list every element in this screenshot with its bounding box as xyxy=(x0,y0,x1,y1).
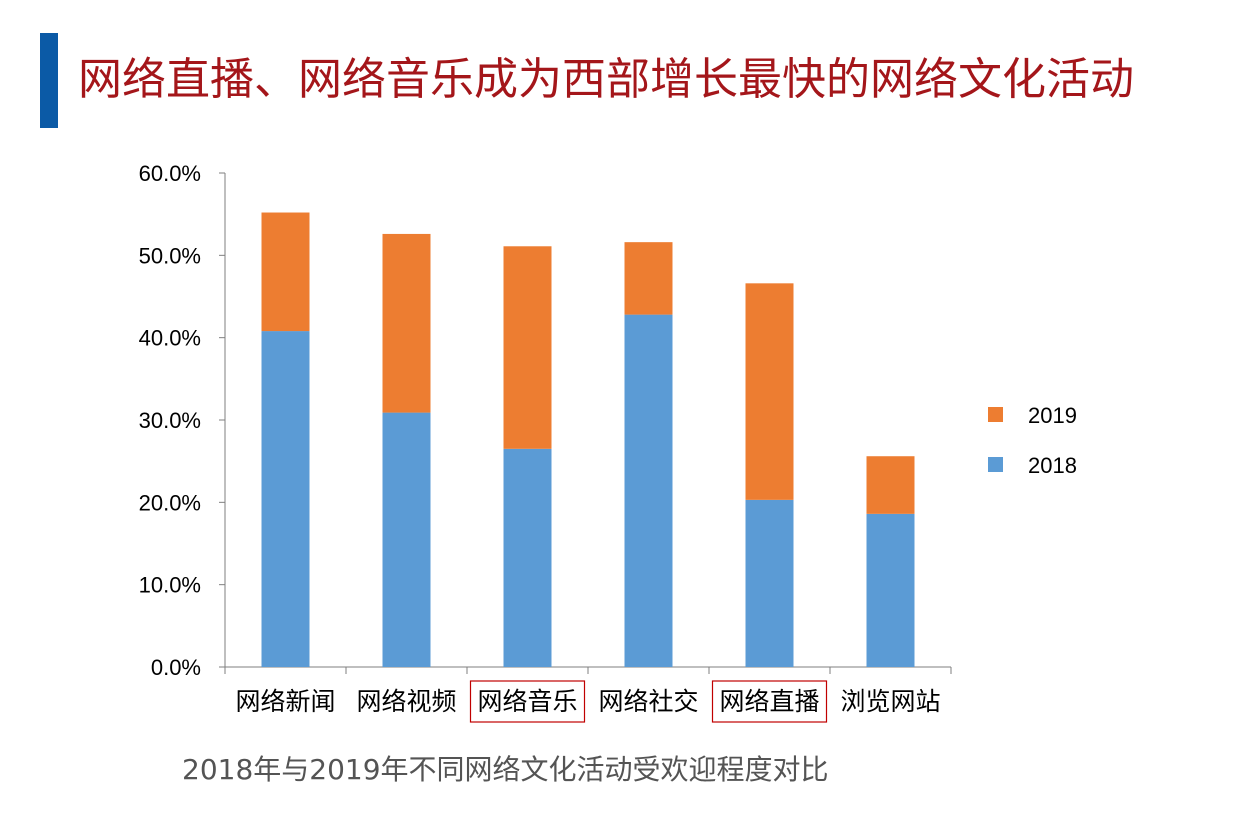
y-tick-label: 20.0% xyxy=(139,490,201,515)
page-title: 网络直播、网络音乐成为西部增长最快的网络文化活动 xyxy=(78,54,1134,105)
chart-caption: 2018年与2019年不同网络文化活动受欢迎程度对比 xyxy=(182,753,829,786)
bar-2019 xyxy=(261,212,310,332)
x-tick-label: 网络直播 xyxy=(719,687,819,716)
bar-2018 xyxy=(745,499,794,667)
title-accent-bar xyxy=(40,33,58,128)
legend-2019-label: 2019 xyxy=(1028,403,1077,428)
bar-2019 xyxy=(866,456,915,514)
x-tick-labels: 网络新闻 网络视频 网络音乐 网络社交 网络直播 浏览网站 xyxy=(235,680,941,723)
bar-2019 xyxy=(382,233,431,413)
bar-2018 xyxy=(866,513,915,667)
chart-legend: 2019 2018 xyxy=(988,403,1077,478)
chart-axes xyxy=(219,172,952,674)
bar-2019 xyxy=(503,246,552,449)
highlight-box xyxy=(469,680,586,723)
bar-2018 xyxy=(261,331,310,667)
x-tick-label: 网络社交 xyxy=(598,687,698,716)
y-tick-label: 10.0% xyxy=(139,573,201,598)
bar-2018 xyxy=(624,314,673,667)
bar-2019 xyxy=(745,283,794,500)
y-tick-label: 60.0% xyxy=(139,161,201,186)
x-tick-label: 浏览网站 xyxy=(840,687,940,716)
y-tick-label: 50.0% xyxy=(139,243,201,268)
bar-2019 xyxy=(624,242,673,315)
legend-2019-swatch xyxy=(988,407,1003,422)
chart-bars xyxy=(261,212,915,667)
legend-2018-label: 2018 xyxy=(1028,453,1077,478)
highlight-box xyxy=(711,680,828,723)
bar-2018 xyxy=(382,412,431,667)
legend-2018-swatch xyxy=(988,457,1003,472)
y-tick-label: 40.0% xyxy=(139,326,201,351)
y-tick-labels: 0.0% 10.0% 20.0% 30.0% 40.0% 50.0% 60.0% xyxy=(139,161,201,680)
x-tick-label: 网络新闻 xyxy=(235,687,335,716)
x-tick-label: 网络音乐 xyxy=(477,687,577,716)
x-tick-label: 网络视频 xyxy=(356,687,456,716)
y-tick-label: 30.0% xyxy=(139,408,201,433)
y-tick-label: 0.0% xyxy=(151,655,201,680)
bar-2018 xyxy=(503,448,552,667)
